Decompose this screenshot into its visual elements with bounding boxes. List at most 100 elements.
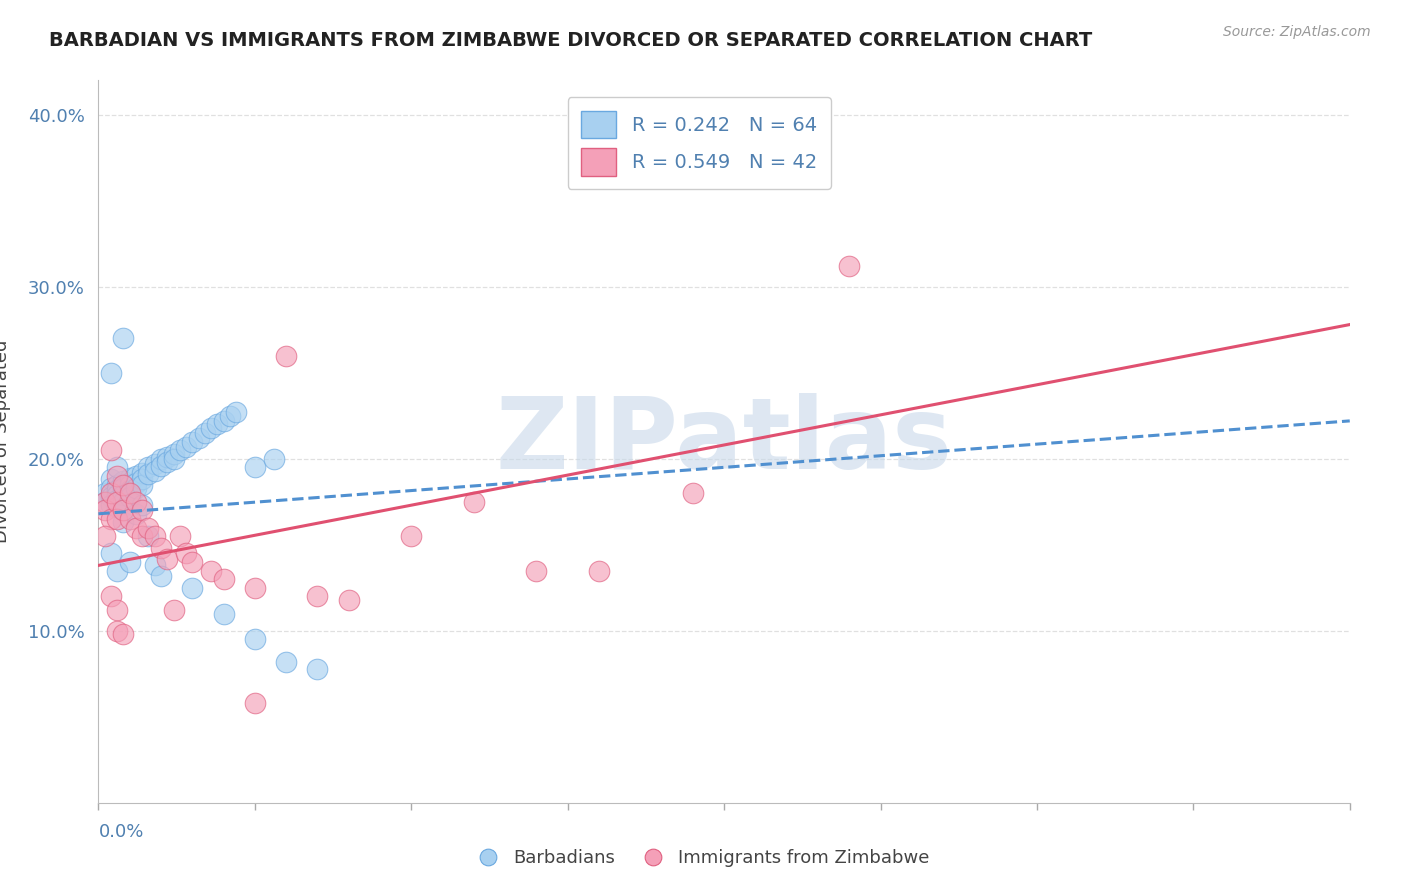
Point: [112, 503, 135, 517]
Point: [263, 451, 285, 466]
Point: [138, 529, 160, 543]
Point: [112, 477, 135, 491]
Point: [105, 460, 128, 475]
Point: [218, 409, 240, 423]
Point: [93, 503, 115, 517]
Point: [150, 568, 173, 582]
Point: [212, 607, 235, 621]
Point: [150, 458, 173, 473]
Point: [156, 455, 179, 469]
Point: [200, 564, 222, 578]
Point: [174, 546, 197, 560]
Point: [307, 590, 329, 604]
Text: Source: ZipAtlas.com: Source: ZipAtlas.com: [1223, 25, 1371, 39]
Point: [112, 474, 135, 488]
Point: [105, 483, 128, 497]
Point: [131, 498, 153, 512]
Point: [401, 529, 423, 543]
Point: [118, 555, 141, 569]
Point: [131, 529, 153, 543]
Point: [105, 500, 128, 514]
Point: [118, 471, 141, 485]
Point: [156, 551, 179, 566]
Text: BARBADIAN VS IMMIGRANTS FROM ZIMBABWE DIVORCED OR SEPARATED CORRELATION CHART: BARBADIAN VS IMMIGRANTS FROM ZIMBABWE DI…: [49, 31, 1092, 50]
Point: [93, 529, 115, 543]
Point: [118, 512, 141, 526]
Point: [100, 366, 122, 380]
Point: [125, 469, 148, 483]
Point: [150, 541, 173, 556]
Point: [838, 259, 860, 273]
Point: [174, 440, 197, 454]
Point: [100, 472, 122, 486]
Point: [125, 475, 148, 490]
Point: [243, 460, 266, 475]
Point: [588, 564, 610, 578]
Y-axis label: Divorced or Separated: Divorced or Separated: [0, 340, 11, 543]
Point: [131, 466, 153, 480]
Point: [100, 481, 122, 495]
Point: [125, 520, 148, 534]
Point: [100, 486, 122, 500]
Point: [112, 488, 135, 502]
Point: [100, 443, 122, 458]
Point: [194, 425, 217, 440]
Point: [100, 590, 122, 604]
Point: [105, 494, 128, 508]
Point: [207, 417, 229, 432]
Point: [138, 460, 160, 475]
Point: [143, 558, 166, 573]
Point: [162, 603, 184, 617]
Point: [112, 481, 135, 495]
Point: [526, 564, 548, 578]
Point: [118, 477, 141, 491]
Point: [105, 469, 128, 483]
Point: [682, 486, 704, 500]
Point: [105, 488, 128, 502]
Point: [93, 494, 115, 508]
Point: [138, 520, 160, 534]
Point: [93, 494, 115, 508]
Legend: R = 0.242   N = 64, R = 0.549   N = 42: R = 0.242 N = 64, R = 0.549 N = 42: [568, 97, 831, 189]
Point: [337, 592, 360, 607]
Point: [131, 472, 153, 486]
Point: [105, 624, 128, 638]
Point: [105, 603, 128, 617]
Point: [181, 555, 204, 569]
Point: [243, 696, 266, 710]
Point: [118, 483, 141, 497]
Legend: Barbadians, Immigrants from Zimbabwe: Barbadians, Immigrants from Zimbabwe: [470, 842, 936, 874]
Point: [181, 581, 204, 595]
Point: [105, 477, 128, 491]
Point: [181, 434, 204, 449]
Point: [169, 443, 191, 458]
Point: [131, 477, 153, 491]
Point: [118, 486, 141, 500]
Point: [125, 494, 148, 508]
Point: [125, 507, 148, 521]
Text: ZIPatlas: ZIPatlas: [496, 393, 952, 490]
Point: [100, 490, 122, 504]
Point: [118, 490, 141, 504]
Point: [125, 481, 148, 495]
Point: [307, 662, 329, 676]
Point: [200, 421, 222, 435]
Point: [105, 564, 128, 578]
Point: [131, 503, 153, 517]
Point: [156, 450, 179, 464]
Point: [112, 516, 135, 530]
Point: [212, 414, 235, 428]
Point: [463, 494, 485, 508]
Point: [112, 494, 135, 508]
Point: [225, 405, 247, 419]
Point: [143, 529, 166, 543]
Text: 0.0%: 0.0%: [98, 823, 143, 841]
Point: [243, 632, 266, 647]
Point: [162, 451, 184, 466]
Point: [100, 498, 122, 512]
Point: [187, 431, 209, 445]
Point: [100, 512, 122, 526]
Point: [138, 467, 160, 482]
Point: [143, 464, 166, 478]
Point: [162, 446, 184, 460]
